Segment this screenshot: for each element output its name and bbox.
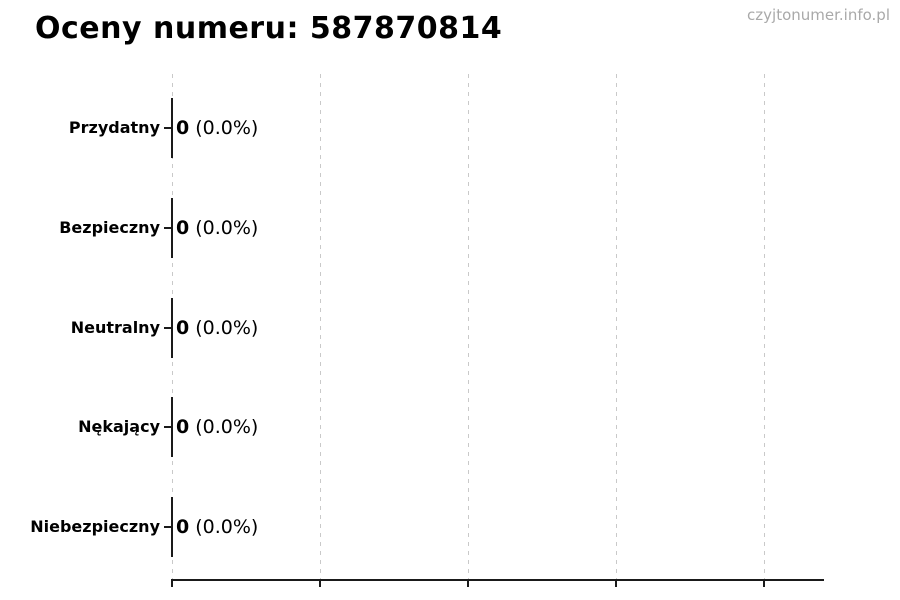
category-label: Bezpieczny (59, 218, 160, 237)
category-label: Nękający (78, 417, 160, 436)
y-axis-tick (164, 127, 171, 129)
bar-value-percent: (0.0%) (195, 516, 259, 538)
y-axis-tick (164, 526, 171, 528)
bar-value-count: 0 (176, 416, 190, 438)
bar-zero-marker (171, 198, 173, 258)
bar-zero-marker (171, 98, 173, 158)
x-axis-line (171, 579, 824, 581)
bar-value-percent: (0.0%) (195, 117, 259, 139)
bar-value-annotation: 0 (0.0%) (176, 115, 258, 141)
category-label: Przydatny (68, 118, 160, 137)
x-axis-tick (615, 580, 617, 587)
x-axis-tick (319, 580, 321, 587)
bar-value-annotation: 0 (0.0%) (176, 315, 258, 341)
category-label: Niebezpieczny (30, 517, 160, 536)
bar-value-count: 0 (176, 516, 190, 538)
x-axis-tick (171, 580, 173, 587)
x-axis-tick (467, 580, 469, 587)
bar-zero-marker (171, 397, 173, 457)
bar-zero-marker (171, 497, 173, 557)
gridline (764, 74, 765, 580)
bar-value-percent: (0.0%) (195, 217, 259, 239)
bar-value-percent: (0.0%) (195, 317, 259, 339)
bar-value-annotation: 0 (0.0%) (176, 215, 258, 241)
y-axis-tick (164, 327, 171, 329)
watermark-text: czyjtonumer.info.pl (747, 6, 890, 24)
bar-value-annotation: 0 (0.0%) (176, 414, 258, 440)
bar-value-count: 0 (176, 117, 190, 139)
gridline (320, 74, 321, 580)
category-label: Neutralny (70, 318, 160, 337)
bar-value-annotation: 0 (0.0%) (176, 514, 258, 540)
chart-title: Oceny numeru: 587870814 (35, 11, 503, 46)
y-axis-tick (164, 227, 171, 229)
bar-zero-marker (171, 298, 173, 358)
bar-value-count: 0 (176, 217, 190, 239)
bar-value-percent: (0.0%) (195, 416, 259, 438)
bar-value-count: 0 (176, 317, 190, 339)
y-axis-tick (164, 426, 171, 428)
x-axis-tick (763, 580, 765, 587)
gridline (616, 74, 617, 580)
gridline (468, 74, 469, 580)
